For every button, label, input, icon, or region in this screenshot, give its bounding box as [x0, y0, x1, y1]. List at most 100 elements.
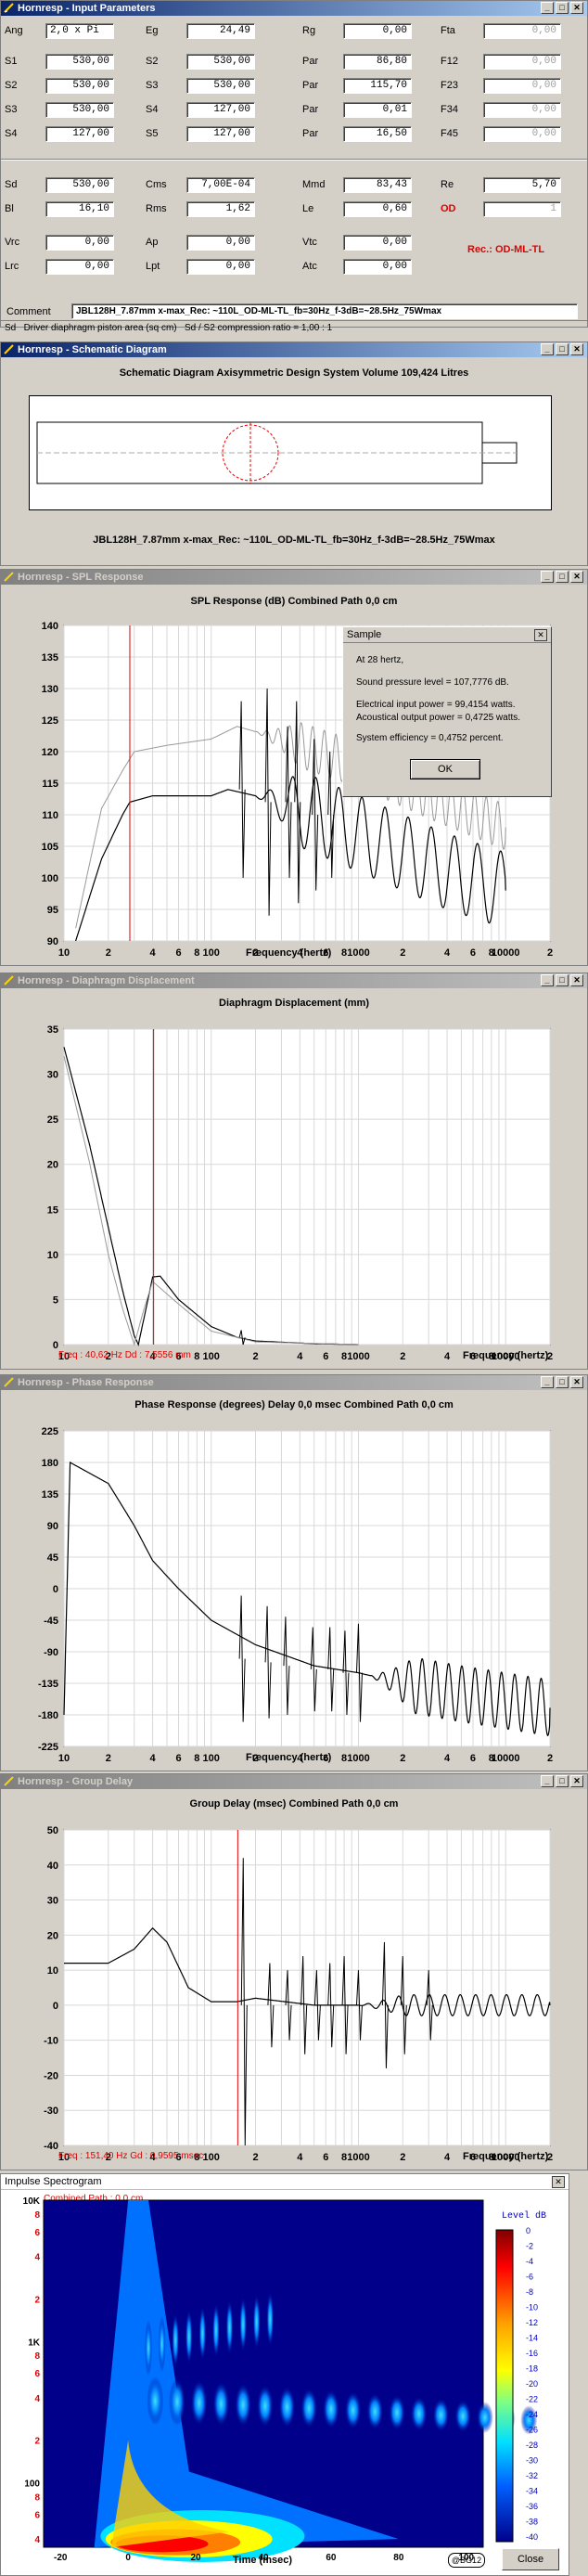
maximize-button[interactable]: □ [556, 974, 569, 986]
param-field[interactable]: 0,00 [483, 126, 561, 142]
param-label: S2 [5, 80, 18, 91]
resonance-blob [239, 2296, 248, 2352]
close-button[interactable]: ✕ [570, 1775, 583, 1787]
colorbar-tick: -34 [526, 2487, 538, 2496]
resonance-peak [381, 1941, 389, 2068]
param-field[interactable]: 83,43 [343, 177, 412, 193]
x-tick-label: 6 [175, 1351, 181, 1362]
y-tick-label: -10 [44, 2036, 58, 2047]
onset-band [94, 2200, 399, 2547]
param-field[interactable]: 86,80 [343, 54, 412, 70]
spectrogram-title-bar[interactable]: Impulse Spectrogram ✕ [1, 2174, 569, 2190]
param-field[interactable]: 0,00 [483, 102, 561, 118]
param-label: Rg [302, 25, 316, 36]
close-button[interactable]: ✕ [570, 2, 583, 14]
param-field[interactable]: 0,60 [343, 201, 412, 217]
title-bar[interactable]: Hornresp - Group Delay _ □ ✕ [1, 1774, 587, 1789]
param-field[interactable]: 1 [483, 201, 561, 217]
close-button[interactable]: ✕ [570, 1376, 583, 1388]
param-field[interactable]: 2,0 x Pi [45, 23, 114, 39]
maximize-button[interactable]: □ [556, 571, 569, 583]
dialog-title: Sample [347, 629, 382, 640]
resonance-peak [294, 701, 301, 904]
minimize-button[interactable]: _ [541, 1376, 554, 1388]
resonance-peak [341, 1955, 349, 2054]
param-field[interactable]: 115,70 [343, 78, 412, 94]
param-label: S4 [5, 128, 18, 139]
title-bar[interactable]: Hornresp - SPL Response _ □ ✕ [1, 570, 587, 585]
param-field[interactable]: 7,00E-04 [186, 177, 255, 193]
minimize-button[interactable]: _ [541, 974, 554, 986]
close-button[interactable]: ✕ [570, 343, 583, 355]
y-tick-label: -135 [38, 1679, 58, 1690]
param-field[interactable]: 530,00 [45, 102, 114, 118]
param-field[interactable]: 0,00 [343, 23, 412, 39]
resonance-peak [327, 751, 335, 879]
param-field[interactable]: 530,00 [45, 78, 114, 94]
param-field[interactable]: 5,70 [483, 177, 561, 193]
param-field[interactable]: 530,00 [45, 177, 114, 193]
param-field[interactable]: 16,10 [45, 201, 114, 217]
param-field[interactable]: 0,00 [483, 23, 561, 39]
param-field[interactable]: 127,00 [45, 126, 114, 142]
series-line [63, 1462, 551, 1737]
y-tick-label: 0 [53, 2001, 58, 2012]
x-tick-label: 2 [547, 2152, 553, 2163]
param-field[interactable]: 127,00 [186, 126, 255, 142]
x-tick-label: 2 [106, 1753, 111, 1764]
maximize-button[interactable]: □ [556, 1376, 569, 1388]
param-field[interactable]: 530,00 [186, 78, 255, 94]
param-field[interactable]: 0,00 [343, 259, 412, 275]
window-title: Hornresp - SPL Response [18, 572, 144, 583]
x-tick-label: 100 [203, 1351, 220, 1362]
param-field[interactable]: 24,49 [186, 23, 255, 39]
title-bar[interactable]: Hornresp - Schematic Diagram _ □ ✕ [1, 342, 587, 357]
ok-button[interactable]: OK [410, 759, 480, 779]
close-button[interactable]: ✕ [570, 571, 583, 583]
minimize-button[interactable]: _ [541, 2, 554, 14]
param-field[interactable]: 1,62 [186, 201, 255, 217]
param-field[interactable]: 0,00 [483, 78, 561, 94]
y-tick-label: 0 [53, 1340, 58, 1351]
close-button[interactable]: Close [502, 2548, 559, 2570]
minimize-button[interactable]: _ [541, 343, 554, 355]
schematic-drawing [36, 421, 518, 484]
param-field[interactable]: 0,00 [186, 259, 255, 275]
maximize-button[interactable]: □ [556, 1775, 569, 1787]
comment-field[interactable]: JBL128H_7.87mm x-max_Rec: ~110L_OD-ML-TL… [71, 303, 578, 319]
x-tick-label: 2 [400, 1351, 405, 1362]
x-tick-label: 6 [323, 947, 328, 959]
colorbar-tick: -30 [526, 2456, 538, 2466]
param-field[interactable]: 0,00 [343, 235, 412, 251]
close-icon[interactable]: ✕ [552, 2176, 565, 2188]
x-axis-label: Time (msec) [233, 2555, 292, 2566]
resonance-blob [520, 2405, 538, 2435]
colorbar-tick: -20 [526, 2379, 538, 2389]
param-field[interactable]: 530,00 [186, 54, 255, 70]
minimize-button[interactable]: _ [541, 571, 554, 583]
param-field[interactable]: 530,00 [45, 54, 114, 70]
y-tick-label: 100 [24, 2479, 40, 2490]
param-field[interactable]: 0,00 [483, 54, 561, 70]
param-field[interactable]: 0,00 [45, 259, 114, 275]
param-field[interactable]: 0,00 [45, 235, 114, 251]
param-field[interactable]: 0,01 [343, 102, 412, 118]
close-icon[interactable]: ✕ [534, 629, 547, 641]
y-tick-label: 25 [47, 1114, 58, 1126]
status-description: Driver diaphragm piston area (sq cm) [23, 323, 177, 333]
maximize-button[interactable]: □ [556, 2, 569, 14]
x-axis-label: Frequency (hertz) [463, 1350, 549, 1361]
y-tick-label: 8 [34, 2492, 40, 2503]
y-tick-label: 225 [42, 1426, 58, 1437]
x-tick-label: 8 [489, 1753, 494, 1764]
param-field[interactable]: 0,00 [186, 235, 255, 251]
minimize-button[interactable]: _ [541, 1775, 554, 1787]
maximize-button[interactable]: □ [556, 343, 569, 355]
title-bar[interactable]: Hornresp - Diaphragm Displacement _ □ ✕ [1, 973, 587, 988]
param-field[interactable]: 16,50 [343, 126, 412, 142]
param-field[interactable]: 127,00 [186, 102, 255, 118]
title-bar[interactable]: Hornresp - Phase Response _ □ ✕ [1, 1375, 587, 1390]
dialog-title-bar[interactable]: Sample ✕ [343, 627, 551, 643]
title-bar[interactable]: Hornresp - Input Parameters _ □ ✕ [1, 1, 587, 16]
close-button[interactable]: ✕ [570, 974, 583, 986]
